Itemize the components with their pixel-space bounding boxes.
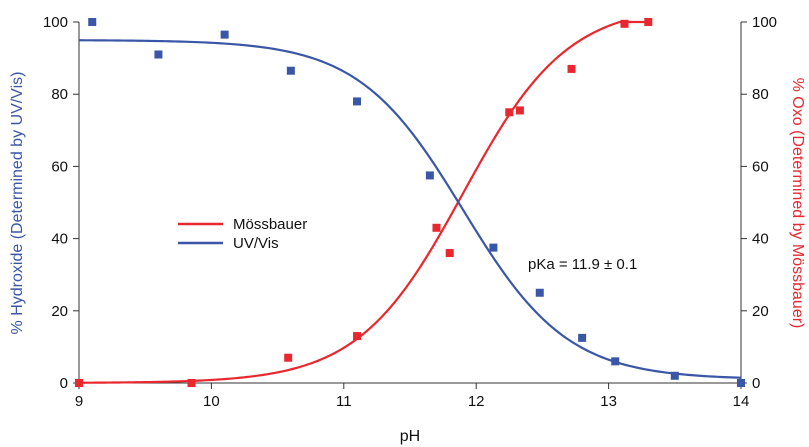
data-point-uvvis bbox=[535, 288, 544, 297]
data-point-uvvis bbox=[489, 243, 498, 252]
x-tick-label: 12 bbox=[468, 393, 485, 410]
data-point-uvvis bbox=[353, 97, 362, 106]
right-y-tick-label: 20 bbox=[752, 303, 769, 320]
right-y-tick-label: 80 bbox=[752, 86, 769, 103]
x-tick-label: 13 bbox=[600, 393, 617, 410]
data-point-uvvis bbox=[88, 18, 97, 26]
x-tick-label: 10 bbox=[203, 393, 220, 410]
data-point-mossbauer bbox=[445, 249, 454, 258]
x-tick-label: 11 bbox=[336, 393, 352, 410]
left-y-tick-label: 0 bbox=[60, 375, 68, 392]
data-point-uvvis bbox=[286, 66, 295, 75]
axes-group bbox=[78, 22, 742, 384]
data-point-mossbauer bbox=[187, 379, 196, 387]
data-point-uvvis bbox=[220, 30, 229, 39]
data-point-mossbauer bbox=[284, 353, 293, 362]
data-point-uvvis bbox=[611, 357, 620, 366]
data-point-mossbauer bbox=[644, 18, 653, 26]
legend-label-uvvis: UV/Vis bbox=[233, 235, 279, 252]
left-y-tick-label: 40 bbox=[51, 231, 68, 248]
data-point-uvvis bbox=[670, 371, 679, 380]
legend: Mössbauer UV/Vis bbox=[178, 216, 307, 252]
data-point-uvvis bbox=[154, 50, 163, 59]
fit-curve-mossbauer bbox=[78, 20, 649, 384]
right-y-tick-label: 0 bbox=[752, 375, 760, 392]
right-y-tick-label: 40 bbox=[752, 231, 769, 248]
data-point-mossbauer bbox=[515, 106, 524, 115]
data-point-uvvis bbox=[578, 333, 587, 342]
fit-curve-uvvis bbox=[78, 39, 742, 379]
data-point-mossbauer bbox=[353, 332, 362, 341]
data-point-mossbauer bbox=[432, 223, 441, 232]
right-y-tick-label: 60 bbox=[752, 158, 769, 175]
data-point-uvvis bbox=[737, 379, 745, 387]
left-y-tick-label: 20 bbox=[51, 303, 68, 320]
legend-label-mossbauer: Mössbauer bbox=[233, 216, 307, 233]
data-point-uvvis bbox=[425, 171, 434, 180]
left-y-tick-label: 60 bbox=[51, 158, 68, 175]
pka-annotation: pKa = 11.9 ± 0.1 bbox=[528, 256, 637, 273]
data-point-mossbauer bbox=[567, 64, 576, 73]
data-point-mossbauer bbox=[505, 108, 514, 117]
right-y-axis-title: % Oxo (Determined by Mössbauer) bbox=[789, 78, 806, 329]
left-y-axis-title: % Hydroxide (Determined by UV/Vis) bbox=[9, 72, 26, 335]
x-tick-label: 14 bbox=[733, 393, 750, 410]
data-points-group bbox=[75, 18, 745, 387]
left-y-tick-label: 100 bbox=[43, 14, 68, 31]
left-y-tick-label: 80 bbox=[51, 86, 68, 103]
fit-curves-group bbox=[78, 20, 742, 384]
data-point-mossbauer bbox=[620, 19, 629, 28]
x-axis-title: pH bbox=[400, 428, 420, 445]
x-tick-label: 9 bbox=[75, 393, 83, 410]
right-y-tick-label: 100 bbox=[752, 14, 777, 31]
data-point-mossbauer bbox=[75, 379, 83, 387]
